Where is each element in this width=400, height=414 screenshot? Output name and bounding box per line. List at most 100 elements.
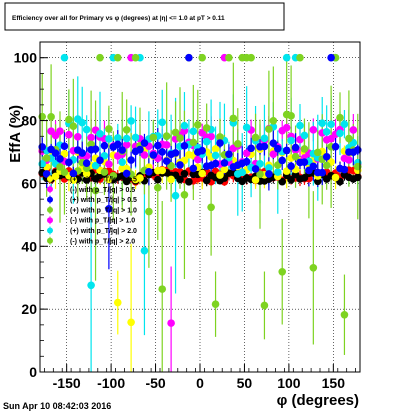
point-6-57 <box>291 143 300 152</box>
point-1-10 <box>82 176 91 184</box>
point-2-22 <box>136 174 144 182</box>
point-6-36 <box>198 146 207 155</box>
point-4-30 <box>171 191 180 200</box>
point-5-19 <box>122 125 131 134</box>
point-5-27 <box>158 285 167 293</box>
point-5-28 <box>162 132 171 140</box>
point-3-15 <box>105 160 113 168</box>
point-3-61 <box>309 126 318 134</box>
legend-marker-6 <box>47 237 53 244</box>
point-3-19 <box>122 140 131 149</box>
point-5-14 <box>100 168 109 176</box>
point-5-51 <box>265 125 273 133</box>
point-6-6 <box>65 158 73 167</box>
x-tick-label-5: 100 <box>277 375 301 391</box>
point-4-51 <box>265 164 273 172</box>
point-6-20 <box>127 156 135 164</box>
point-6-39 <box>211 159 220 168</box>
point-6-65 <box>327 53 335 62</box>
point-2-40 <box>216 171 224 179</box>
point-5-49 <box>256 170 264 178</box>
point-6-61 <box>309 162 318 171</box>
point-4-20 <box>127 117 135 125</box>
legend-marker-3 <box>47 206 53 213</box>
point-6-3 <box>51 149 60 157</box>
point-5-56 <box>287 112 295 120</box>
point-4-12 <box>91 161 100 170</box>
point-5-43 <box>229 114 238 123</box>
point-6-7 <box>69 169 78 178</box>
point-5-57 <box>291 152 300 161</box>
point-4-17 <box>113 134 122 142</box>
point-3-69 <box>345 156 353 164</box>
point-2-36 <box>198 169 207 178</box>
point-6-10 <box>82 159 91 168</box>
point-2-10 <box>82 170 91 178</box>
point-6-25 <box>149 151 158 159</box>
point-5-36 <box>198 53 207 62</box>
point-2-39 <box>211 145 220 153</box>
point-6-30 <box>171 149 180 157</box>
point-1-26 <box>153 175 162 184</box>
point-6-27 <box>158 148 167 156</box>
point-5-48 <box>251 133 260 142</box>
point-6-55 <box>282 146 291 155</box>
point-4-49 <box>256 160 264 168</box>
x-tick-label-6: 150 <box>322 375 346 391</box>
point-3-52 <box>269 150 278 159</box>
x-tick-label-3: 0 <box>196 375 204 391</box>
point-4-45 <box>238 168 247 177</box>
point-5-7 <box>69 122 78 130</box>
point-6-23 <box>140 139 149 147</box>
point-5-64 <box>322 161 331 170</box>
point-5-59 <box>300 145 309 153</box>
point-5-1 <box>42 154 51 162</box>
point-6-48 <box>251 165 260 173</box>
point-3-29 <box>167 319 175 327</box>
point-5-31 <box>176 134 184 142</box>
point-4-53 <box>273 168 282 176</box>
y-tick-label-5: 100 <box>14 50 38 66</box>
point-5-42 <box>225 53 233 62</box>
point-4-63 <box>318 119 327 127</box>
point-5-58 <box>296 53 304 62</box>
point-2-5 <box>60 150 69 158</box>
point-6-68 <box>340 165 349 174</box>
point-2-7 <box>69 176 78 184</box>
point-4-39 <box>211 151 220 160</box>
legend-marker-4 <box>47 217 53 224</box>
point-5-47 <box>247 53 255 62</box>
point-4-68 <box>340 120 349 128</box>
y-tick-label-1: 20 <box>21 301 37 317</box>
point-4-46 <box>242 123 251 132</box>
point-6-40 <box>216 139 224 147</box>
point-6-18 <box>118 146 127 154</box>
point-4-21 <box>131 133 140 142</box>
point-6-26 <box>153 141 162 150</box>
point-6-63 <box>318 168 327 177</box>
point-1-37 <box>202 176 211 185</box>
point-6-24 <box>145 167 153 176</box>
point-5-17 <box>113 53 122 62</box>
point-5-6 <box>65 115 73 124</box>
point-2-17 <box>113 298 122 307</box>
x-axis-title: φ (degrees) <box>277 392 359 409</box>
point-5-4 <box>56 163 64 171</box>
legend-label-0: (+) with p_T/|q| > 0.5 <box>70 177 137 184</box>
point-6-33 <box>185 53 193 62</box>
point-5-26 <box>153 183 162 192</box>
x-tick-label-4: 50 <box>237 375 253 391</box>
point-1-33 <box>185 178 193 186</box>
point-4-58 <box>296 121 304 130</box>
point-5-44 <box>233 140 242 148</box>
point-1-31 <box>176 175 184 184</box>
point-6-56 <box>287 162 295 170</box>
point-1-56 <box>287 176 295 184</box>
point-6-47 <box>247 144 255 153</box>
legend-label-5: (+) with p_T/|q| > 2.0 <box>70 228 137 235</box>
point-1-32 <box>180 170 189 178</box>
point-6-15 <box>105 205 113 213</box>
point-6-46 <box>242 157 251 166</box>
y-tick-label-4: 80 <box>21 113 37 129</box>
point-6-14 <box>100 141 109 150</box>
